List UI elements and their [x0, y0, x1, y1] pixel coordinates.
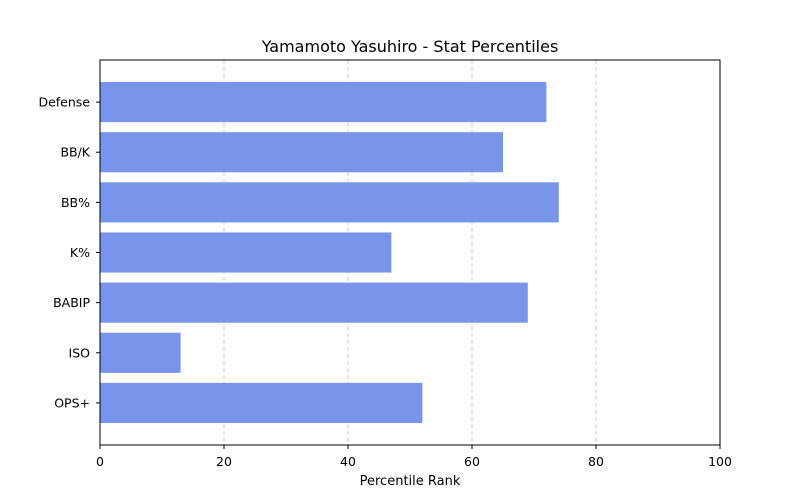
x-tick-label: 40: [340, 454, 356, 469]
bar-babip: [100, 282, 528, 323]
y-tick-label: OPS+: [54, 395, 90, 410]
y-tick-label: BB%: [61, 195, 90, 210]
x-axis-ticks: 0 20 40 60 80 100: [96, 445, 732, 469]
bar-bb-: [100, 182, 559, 223]
y-tick-label: BB/K: [60, 145, 90, 160]
bars: [100, 82, 559, 423]
x-tick-label: 80: [588, 454, 604, 469]
x-tick-label: 0: [96, 454, 104, 469]
chart-title: Yamamoto Yasuhiro - Stat Percentiles: [261, 37, 559, 56]
y-axis-ticks: Defense BB/K BB% K% BABIP ISO OPS+: [38, 95, 100, 410]
y-tick-label: Defense: [38, 95, 90, 110]
y-tick-label: ISO: [69, 345, 91, 360]
bar-k-: [100, 232, 392, 273]
bar-bb-k: [100, 132, 503, 173]
x-tick-label: 100: [708, 454, 732, 469]
y-tick-label: K%: [70, 245, 90, 260]
y-tick-label: BABIP: [53, 295, 90, 310]
bar-ops-: [100, 382, 423, 423]
x-axis-label: Percentile Rank: [360, 474, 461, 489]
bar-defense: [100, 82, 547, 123]
x-tick-label: 60: [464, 454, 480, 469]
x-tick-label: 20: [216, 454, 232, 469]
bar-iso: [100, 332, 181, 373]
